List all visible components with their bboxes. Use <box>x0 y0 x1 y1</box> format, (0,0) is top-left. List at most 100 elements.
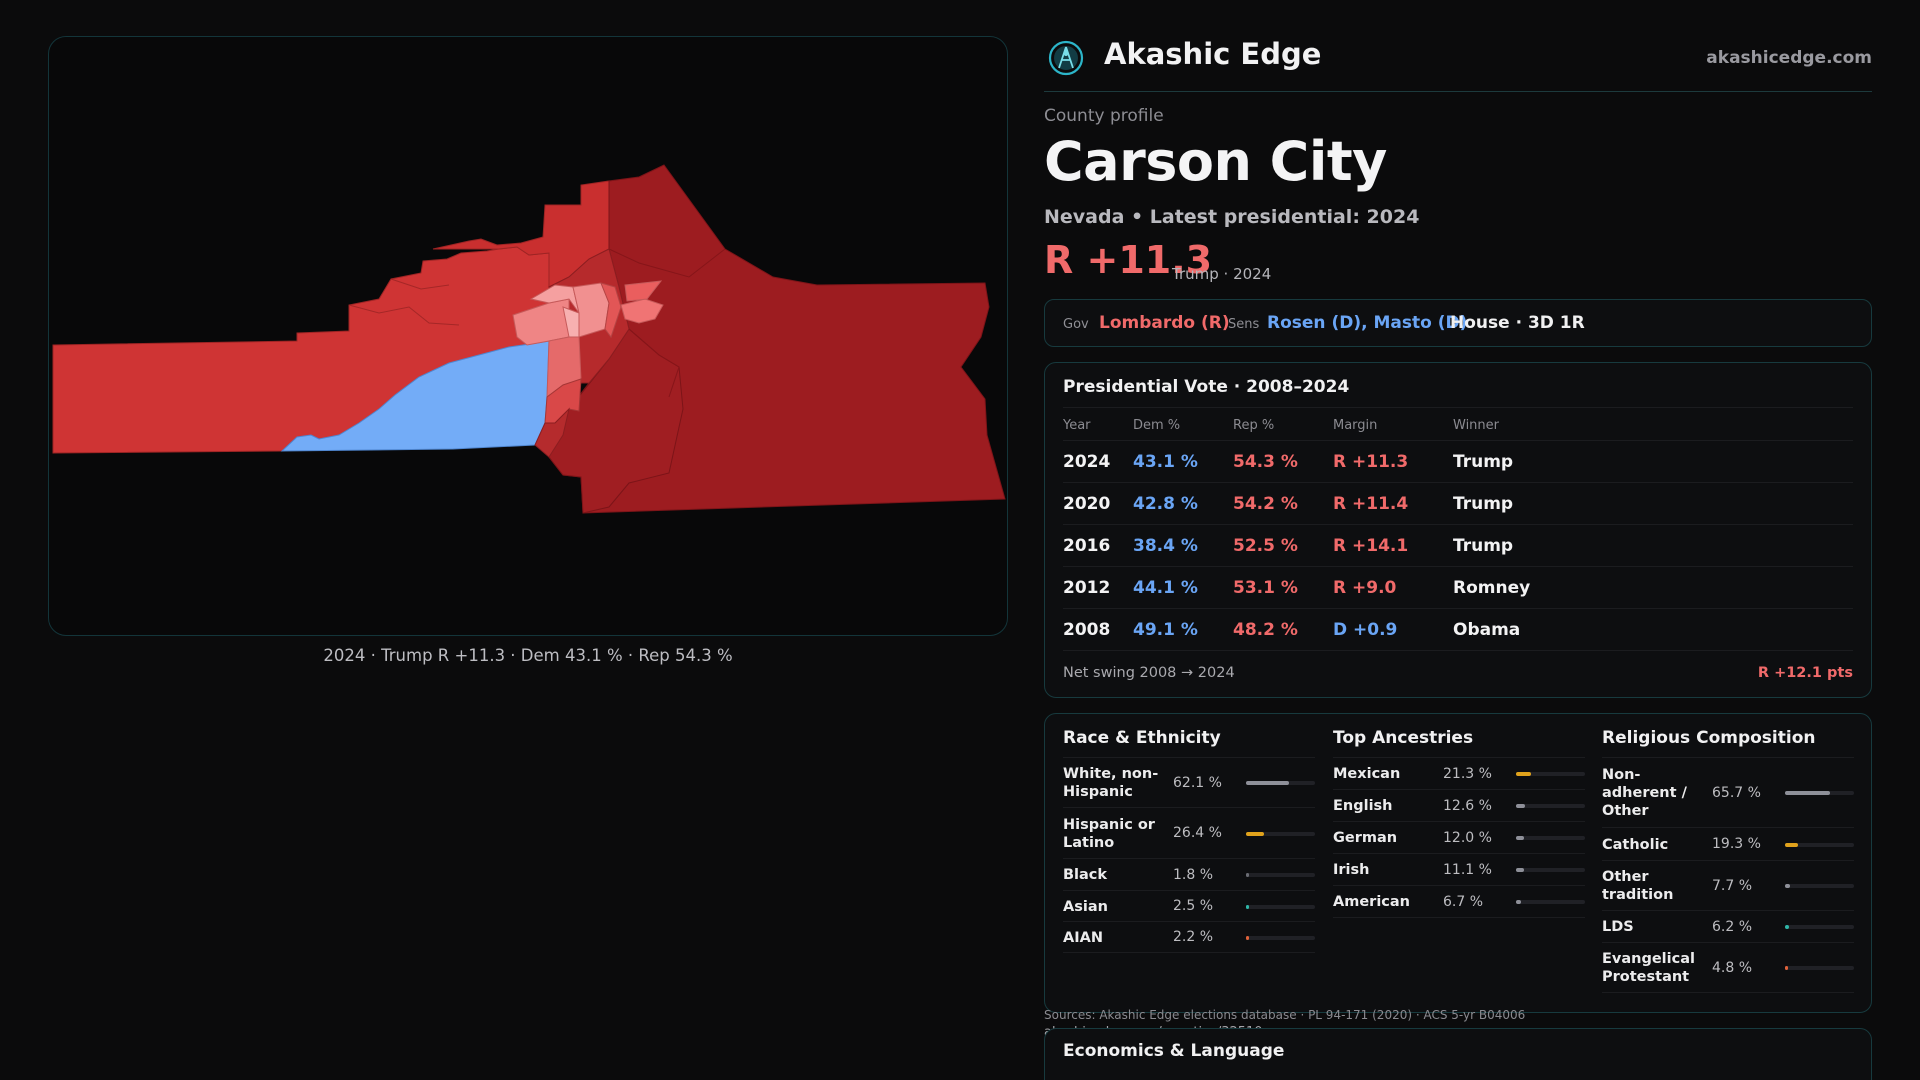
ancestry-name: Mexican <box>1333 766 1401 782</box>
map-caption: 2024 · Trump R +11.3 · Dem 43.1 % · Rep … <box>323 646 733 665</box>
vote-year: 2012 <box>1063 578 1111 598</box>
race-row: Hispanic or Latino 26.4 % <box>1063 808 1315 859</box>
vote-winner: Romney <box>1453 578 1531 598</box>
race-row: AIAN 2.2 % <box>1063 922 1315 953</box>
vote-rep-pct: 52.5 % <box>1233 536 1298 556</box>
vote-rep-pct: 53.1 % <box>1233 578 1298 598</box>
vote-winner: Obama <box>1453 620 1521 640</box>
religion-row: LDS 6.2 % <box>1602 911 1854 943</box>
race-name: Hispanic or Latino <box>1063 816 1155 851</box>
race-bar-fill <box>1246 781 1289 785</box>
col-dem: Dem % <box>1133 418 1181 433</box>
precinct-map-svg[interactable] <box>49 37 1008 636</box>
page-title: Carson City <box>1044 130 1387 193</box>
ancestry-bar-fill <box>1516 772 1531 776</box>
religion-row: Evangelical Protestant 4.8 % <box>1602 943 1854 993</box>
senators-value: Rosen (D), Masto (D) <box>1267 313 1468 333</box>
race-value: 2.2 % <box>1173 929 1214 945</box>
ancestry-row: German 12.0 % <box>1333 822 1585 854</box>
race-bar <box>1246 935 1315 940</box>
vote-card-title: Presidential Vote · 2008–2024 <box>1063 377 1350 397</box>
section-eyebrow: County profile <box>1044 106 1164 126</box>
vote-dem-pct: 44.1 % <box>1133 578 1198 598</box>
map-precinct-city-8[interactable] <box>534 407 570 458</box>
race-row: White, non-Hispanic 62.1 % <box>1063 758 1315 808</box>
ancestry-value: 12.6 % <box>1443 797 1492 814</box>
ancestry-name: Irish <box>1333 862 1370 878</box>
economics-card: Economics & Language <box>1044 1028 1872 1080</box>
ancestry-name: English <box>1333 798 1393 814</box>
precinct-map[interactable] <box>48 36 1008 636</box>
religion-bar-fill <box>1785 791 1831 795</box>
ancestry-row: Irish 11.1 % <box>1333 854 1585 886</box>
vote-year: 2020 <box>1063 494 1111 514</box>
race-bar-fill <box>1246 904 1249 909</box>
demographics-card: Race & Ethnicity White, non-Hispanic 62.1… <box>1044 713 1872 1013</box>
ancestry-row: American 6.7 % <box>1333 886 1585 918</box>
sources-text: Sources: Akashic Edge elections database… <box>1044 1008 1526 1022</box>
state-subline: Nevada • Latest presidential: 2024 <box>1044 206 1420 228</box>
vote-rep-pct: 54.2 % <box>1233 494 1298 514</box>
vote-rep-pct: 54.3 % <box>1233 452 1298 472</box>
ancestry-bar-fill <box>1516 900 1521 904</box>
religion-value: 6.2 % <box>1712 918 1753 935</box>
race-value: 62.1 % <box>1173 774 1222 791</box>
presidential-vote-card: Presidential Vote · 2008–2024 Year Dem %… <box>1044 362 1872 698</box>
race-value: 26.4 % <box>1173 825 1222 841</box>
vote-dem-pct: 42.8 % <box>1133 494 1198 514</box>
ancestry-bar <box>1516 868 1585 872</box>
race-bar <box>1246 873 1315 877</box>
vote-dem-pct: 43.1 % <box>1133 452 1198 472</box>
religion-bar <box>1785 925 1854 929</box>
vote-table-row: 2008 49.1 % 48.2 % D +0.9 Obama <box>1063 609 1853 651</box>
religion-bar <box>1785 966 1854 970</box>
brand-logo-icon[interactable] <box>1048 40 1084 76</box>
religion-row: Non-adherent / Other 65.7 % <box>1602 758 1854 828</box>
ancestry-bar <box>1516 900 1585 904</box>
vote-table-header: Year Dem % Rep % Margin Winner <box>1063 407 1853 441</box>
ancestry-bar <box>1516 772 1585 776</box>
gov-label: Gov <box>1063 317 1089 332</box>
ancestry-value: 11.1 % <box>1443 861 1492 878</box>
net-swing-label: Net swing 2008 → 2024 <box>1063 665 1235 681</box>
ancestry-bar-fill <box>1516 804 1525 808</box>
map-precinct-city-6[interactable] <box>562 306 580 338</box>
economics-title: Economics & Language <box>1063 1041 1285 1061</box>
profile-panel: Akashic Edge akashicedge.com County prof… <box>1044 0 1872 1080</box>
religion-name: Other tradition <box>1602 869 1674 903</box>
religion-row: Catholic 19.3 % <box>1602 828 1854 861</box>
race-bar <box>1246 831 1315 836</box>
headline-margin-note: Trump · 2024 <box>1172 265 1272 283</box>
col-rep: Rep % <box>1233 418 1275 433</box>
vote-rep-pct: 48.2 % <box>1233 620 1298 640</box>
religion-value: 4.8 % <box>1712 959 1753 976</box>
map-precinct-city-5[interactable] <box>600 282 622 339</box>
site-domain-link[interactable]: akashicedge.com <box>1706 48 1872 68</box>
ancestry-bar <box>1516 804 1585 808</box>
map-precinct-north-spur[interactable] <box>624 280 663 302</box>
religion-bar-fill <box>1785 842 1799 847</box>
vote-margin: D +0.9 <box>1333 620 1398 640</box>
vote-margin: R +14.1 <box>1333 536 1409 556</box>
race-bar <box>1246 904 1315 909</box>
religion-bar-fill <box>1785 925 1790 929</box>
vote-table-row: 2020 42.8 % 54.2 % R +11.4 Trump <box>1063 483 1853 525</box>
race-title: Race & Ethnicity <box>1063 728 1221 748</box>
race-name: White, non-Hispanic <box>1063 766 1159 800</box>
brand-name: Akashic Edge <box>1104 37 1322 71</box>
col-winner: Winner <box>1453 418 1500 433</box>
religion-value: 19.3 % <box>1712 836 1761 852</box>
vote-winner: Trump <box>1453 536 1514 556</box>
ancestry-bar-fill <box>1516 868 1524 872</box>
vote-year: 2008 <box>1063 620 1111 640</box>
col-margin: Margin <box>1333 418 1378 433</box>
race-bar-fill <box>1246 935 1249 940</box>
vote-table-row: 2012 44.1 % 53.1 % R +9.0 Romney <box>1063 567 1853 609</box>
race-bar-fill <box>1246 873 1249 877</box>
vote-margin: R +11.3 <box>1333 452 1409 472</box>
ancestry-row: English 12.6 % <box>1333 790 1585 822</box>
ancestry-value: 6.7 % <box>1443 893 1484 910</box>
religion-bar <box>1785 791 1854 795</box>
religion-name: Non-adherent / Other <box>1602 767 1687 819</box>
religion-value: 7.7 % <box>1712 877 1753 894</box>
